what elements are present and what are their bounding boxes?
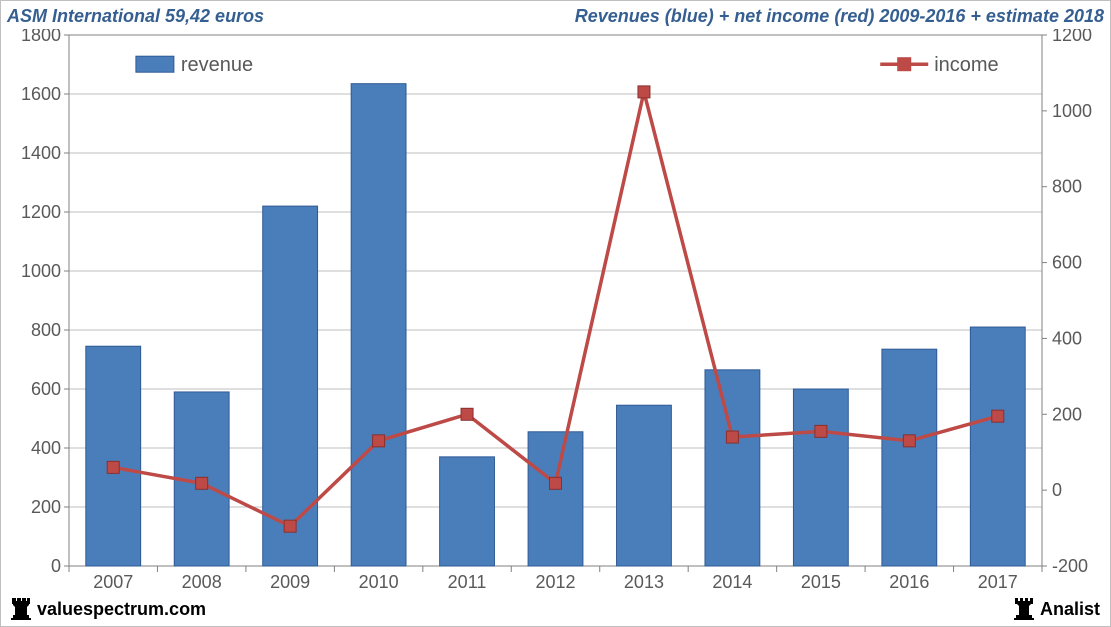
y-right-tick-label: 800 <box>1052 177 1082 197</box>
bar <box>882 349 937 566</box>
footer-right: Analist <box>1014 598 1100 620</box>
bar <box>793 389 848 566</box>
bar <box>86 346 141 566</box>
income-marker <box>815 425 827 437</box>
legend-line-label: income <box>934 54 998 76</box>
chart-card: ASM International 59,42 euros Revenues (… <box>0 0 1111 627</box>
income-marker <box>461 408 473 420</box>
bar <box>263 206 318 566</box>
y-left-tick-label: 1400 <box>21 143 61 163</box>
y-left-tick-label: 600 <box>31 379 61 399</box>
income-marker <box>196 477 208 489</box>
bar <box>617 405 672 566</box>
rook-icon <box>11 598 31 620</box>
bar <box>528 432 583 566</box>
y-left-tick-label: 200 <box>31 497 61 517</box>
y-left-tick-label: 1800 <box>21 29 61 45</box>
bar <box>705 370 760 566</box>
x-tick-label: 2016 <box>889 572 929 592</box>
title-left: ASM International 59,42 euros <box>7 6 264 27</box>
x-tick-label: 2008 <box>182 572 222 592</box>
income-marker <box>373 435 385 447</box>
footer-right-text: Analist <box>1040 599 1100 620</box>
y-right-tick-label: 0 <box>1052 480 1062 500</box>
title-bar: ASM International 59,42 euros Revenues (… <box>1 1 1110 29</box>
x-tick-label: 2010 <box>359 572 399 592</box>
income-marker <box>550 477 562 489</box>
title-right: Revenues (blue) + net income (red) 2009-… <box>575 6 1104 27</box>
income-marker <box>903 435 915 447</box>
legend-line-marker <box>897 57 911 71</box>
y-right-tick-label: 1000 <box>1052 101 1092 121</box>
y-right-tick-label: -200 <box>1052 556 1088 576</box>
y-left-tick-label: 800 <box>31 320 61 340</box>
legend-bar-swatch <box>136 56 174 72</box>
income-marker <box>638 86 650 98</box>
bar <box>440 457 495 566</box>
x-tick-label: 2011 <box>448 572 487 592</box>
x-tick-label: 2007 <box>93 572 133 592</box>
x-tick-label: 2014 <box>712 572 752 592</box>
bar <box>351 84 406 566</box>
y-right-tick-label: 200 <box>1052 404 1082 424</box>
income-marker <box>284 520 296 532</box>
plot-area: 0 200 400 600 800 1000 1200 1400 1600 1800 -200 0 20… <box>7 29 1104 594</box>
y-right-tick-label: 1200 <box>1052 29 1092 45</box>
legend-bar-label: revenue <box>181 54 253 76</box>
income-marker <box>107 461 119 473</box>
footer-left: valuespectrum.com <box>11 598 206 620</box>
y-left-tick-label: 1600 <box>21 84 61 104</box>
y-right-tick-label: 400 <box>1052 328 1082 348</box>
x-tick-label: 2009 <box>270 572 310 592</box>
income-marker <box>726 431 738 443</box>
y-left-tick-label: 0 <box>51 556 61 576</box>
x-tick-label: 2015 <box>801 572 841 592</box>
x-tick-label: 2012 <box>535 572 575 592</box>
footer-left-text: valuespectrum.com <box>37 599 206 620</box>
y-left-tick-label: 400 <box>31 438 61 458</box>
x-tick-label: 2017 <box>978 572 1018 592</box>
x-tick-label: 2013 <box>624 572 664 592</box>
chart-svg: 0 200 400 600 800 1000 1200 1400 1600 1800 -200 0 20… <box>7 29 1104 594</box>
y-right-tick-label: 600 <box>1052 253 1082 273</box>
y-left-tick-label: 1000 <box>21 261 61 281</box>
bar <box>970 327 1025 566</box>
y-left-tick-label: 1200 <box>21 202 61 222</box>
footer-bar: valuespectrum.com Analist <box>1 594 1110 626</box>
rook-icon <box>1014 598 1034 620</box>
income-marker <box>992 410 1004 422</box>
